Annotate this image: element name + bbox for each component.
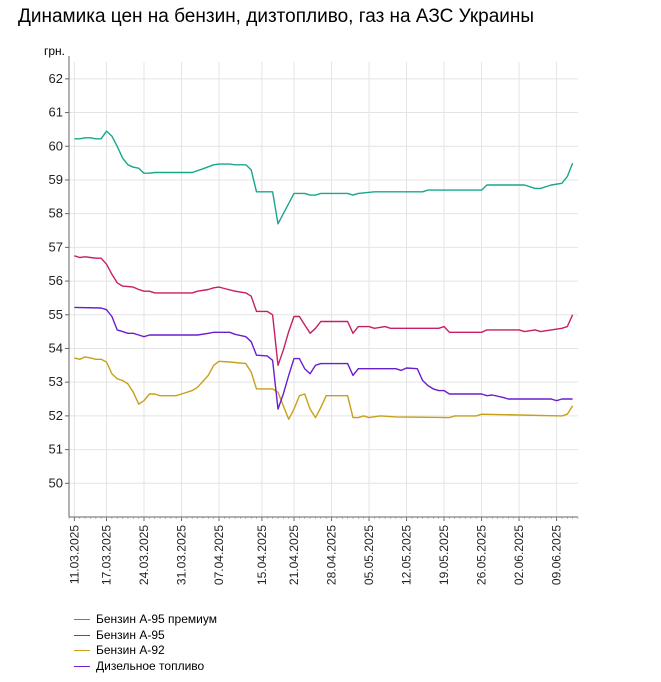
y-tick-label: 50 bbox=[49, 475, 63, 490]
y-tick-label: 56 bbox=[49, 273, 63, 288]
x-tick-label: 02.06.2025 bbox=[512, 525, 526, 585]
x-tick-label: 26.05.2025 bbox=[475, 525, 489, 585]
x-tick-label: 12.05.2025 bbox=[400, 525, 414, 585]
x-tick-label: 09.06.2025 bbox=[550, 525, 564, 585]
series-line-4 bbox=[74, 306, 573, 410]
y-tick-label: 55 bbox=[49, 307, 63, 322]
legend-item: Бензин А-95 премиум bbox=[74, 612, 217, 628]
line-chart: 50 51 52 53 54 55 56 57 58 59 60 61 62 11.03.2025 17.0… bbox=[49, 56, 579, 585]
legend-item: Бензин А-92 bbox=[74, 643, 217, 659]
chart-title: Динамика цен на бензин, дизтопливо, газ … bbox=[18, 6, 535, 27]
legend-label: Бензин А-95 премиум bbox=[96, 612, 217, 626]
series-line-1 bbox=[74, 130, 574, 225]
y-tick-label: 57 bbox=[49, 239, 63, 254]
chart-legend: Бензин А-95 премиум Бензин А-95 Бензин А-9… bbox=[74, 612, 217, 674]
y-tick-label: 52 bbox=[49, 408, 63, 423]
x-tick-label: 07.04.2025 bbox=[212, 525, 226, 585]
y-tick-label: 58 bbox=[49, 206, 63, 221]
y-tick-label: 60 bbox=[49, 138, 63, 153]
y-tick-label: 51 bbox=[49, 442, 63, 457]
x-tick-label: 11.03.2025 bbox=[67, 525, 81, 584]
y-tick-label: 62 bbox=[49, 71, 63, 86]
legend-item: Бензин А-95 bbox=[74, 628, 217, 644]
legend-label: Дизельное топливо bbox=[96, 658, 205, 673]
x-tick-label: 24.03.2025 bbox=[137, 525, 151, 585]
legend-swatch bbox=[74, 634, 90, 636]
legend-label: Бензин А-92 bbox=[96, 643, 165, 657]
legend-label: Бензин А-95 bbox=[96, 627, 165, 642]
grid bbox=[69, 62, 578, 517]
x-tick-label: 19.05.2025 bbox=[437, 525, 451, 585]
legend-swatch bbox=[74, 650, 90, 652]
y-tick-label: 59 bbox=[49, 172, 63, 187]
series-line-2 bbox=[74, 255, 574, 366]
x-tick-label: 17.03.2025 bbox=[100, 525, 114, 585]
x-tick-label: 31.03.2025 bbox=[175, 525, 189, 585]
y-tick-label: 53 bbox=[49, 374, 63, 389]
legend-item: Дизельное топливо bbox=[74, 659, 217, 675]
series-line-3 bbox=[74, 356, 574, 420]
y-tick-label: 54 bbox=[49, 340, 63, 355]
x-tick-label: 21.04.2025 bbox=[287, 525, 301, 585]
legend-swatch bbox=[74, 665, 90, 667]
legend-swatch bbox=[74, 619, 90, 621]
x-tick-label: 05.05.2025 bbox=[362, 525, 376, 585]
y-tick-label: 61 bbox=[49, 105, 63, 120]
axes: 50 51 52 53 54 55 56 57 58 59 60 61 62 11.03.2025 17.0… bbox=[49, 56, 579, 585]
x-tick-label: 28.04.2025 bbox=[325, 525, 339, 585]
x-tick-label: 15.04.2025 bbox=[255, 525, 269, 585]
series-lines bbox=[74, 130, 574, 420]
y-axis-unit-label: грн. bbox=[44, 44, 66, 58]
